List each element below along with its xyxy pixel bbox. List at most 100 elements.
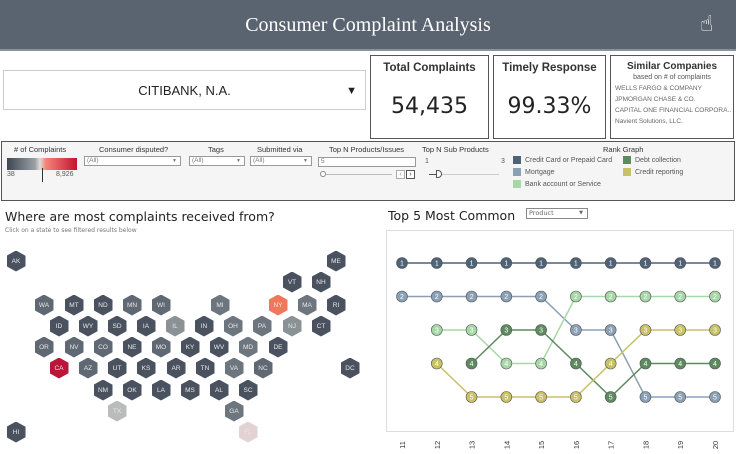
state-wy[interactable]: WY (78, 315, 98, 337)
state-ar[interactable]: AR (166, 357, 186, 379)
rank-point[interactable] (535, 357, 547, 370)
rank-point[interactable] (430, 324, 443, 336)
similar-company[interactable]: CAPITAL ONE FINANCIAL CORPORA.. (615, 107, 732, 114)
topsub-slider-thumb[interactable] (436, 170, 442, 178)
rank-point[interactable] (639, 357, 652, 370)
state-tx[interactable]: TX (107, 400, 127, 422)
rank-point[interactable] (604, 357, 617, 370)
state-ma[interactable]: MA (297, 294, 317, 316)
rank-point[interactable] (674, 290, 687, 303)
rank-point[interactable] (604, 324, 617, 336)
state-ga[interactable]: GA (224, 400, 244, 422)
rank-point[interactable] (709, 257, 721, 269)
state-de[interactable]: DE (268, 336, 288, 358)
state-ks[interactable]: KS (136, 357, 156, 379)
rank-point[interactable] (535, 324, 547, 336)
state-wa[interactable]: WA (34, 294, 54, 316)
state-ri[interactable]: RI (326, 294, 346, 316)
disputed-dropdown[interactable]: (All) ▼ (84, 156, 181, 166)
state-la[interactable]: LA (151, 379, 171, 401)
tags-dropdown[interactable]: (All) ▼ (189, 156, 245, 166)
topn-slider-track[interactable] (322, 174, 392, 175)
state-co[interactable]: CO (93, 336, 113, 358)
state-ut[interactable]: UT (107, 357, 127, 379)
legend-item[interactable]: Credit reporting (623, 168, 683, 176)
state-mi[interactable]: MI (210, 294, 230, 316)
state-sc[interactable]: SC (238, 379, 258, 401)
rank-point[interactable] (535, 257, 547, 269)
company-dropdown[interactable]: CITIBANK, N.A. ▼ (3, 70, 366, 110)
rank-point[interactable] (535, 290, 547, 303)
rank-point[interactable] (709, 357, 721, 370)
rank-point[interactable] (570, 391, 582, 403)
rank-point[interactable] (674, 357, 687, 370)
rank-point[interactable] (570, 290, 582, 303)
topn-input[interactable]: 5 (318, 157, 416, 167)
state-nj[interactable]: NJ (282, 315, 302, 337)
legend-item[interactable]: Debt collection (623, 156, 681, 164)
rank-point[interactable] (430, 257, 443, 269)
hand-pointer-icon[interactable]: ☝ (700, 12, 714, 37)
state-ak[interactable]: AK (6, 250, 26, 272)
state-or[interactable]: OR (34, 336, 54, 358)
rank-point[interactable] (709, 391, 721, 403)
rank-point[interactable] (500, 290, 513, 303)
state-az[interactable]: AZ (78, 357, 98, 379)
rank-point[interactable] (500, 357, 513, 370)
rank-point[interactable] (604, 391, 617, 403)
state-ny[interactable]: NY (268, 294, 288, 316)
rank-point[interactable] (465, 290, 478, 303)
state-id[interactable]: ID (49, 315, 69, 337)
rank-point[interactable] (570, 357, 582, 370)
state-nc[interactable]: NC (253, 357, 273, 379)
rank-point[interactable] (465, 324, 478, 336)
legend-item[interactable]: Credit Card or Prepaid Card (513, 156, 612, 164)
rank-point[interactable] (639, 391, 652, 403)
state-sd[interactable]: SD (107, 315, 127, 337)
state-nh[interactable]: NH (311, 271, 331, 293)
rank-point[interactable] (570, 257, 582, 269)
rank-point[interactable] (500, 391, 513, 403)
rank-point[interactable] (639, 257, 652, 269)
rank-point[interactable] (500, 324, 513, 336)
next-icon[interactable]: › (406, 170, 415, 179)
state-vt[interactable]: VT (282, 271, 302, 293)
state-ct[interactable]: CT (311, 315, 331, 337)
state-tn[interactable]: TN (195, 357, 215, 379)
state-va[interactable]: VA (224, 357, 244, 379)
state-ne[interactable]: NE (122, 336, 142, 358)
rank-point[interactable] (604, 290, 617, 303)
state-oh[interactable]: OH (223, 315, 243, 337)
state-ia[interactable]: IA (136, 315, 156, 337)
rank-point[interactable] (396, 290, 408, 303)
state-wi[interactable]: WI (151, 294, 171, 316)
state-nm[interactable]: NM (93, 379, 113, 401)
rank-point[interactable] (709, 290, 721, 303)
state-al[interactable]: AL (209, 379, 229, 401)
similar-company[interactable]: WELLS FARGO & COMPANY (615, 85, 702, 92)
state-mt[interactable]: MT (64, 294, 84, 316)
topn-slider-thumb[interactable] (320, 171, 326, 177)
state-dc[interactable]: DC (340, 357, 360, 379)
state-hi[interactable]: HI (6, 421, 26, 443)
rank-point[interactable] (465, 357, 478, 370)
prev-icon[interactable]: ‹ (396, 170, 405, 179)
legend-item[interactable]: Mortgage (513, 168, 555, 176)
state-ca[interactable]: CA (49, 357, 69, 379)
state-mn[interactable]: MN (122, 294, 142, 316)
rank-point[interactable] (570, 324, 582, 336)
rank-point[interactable] (430, 290, 443, 303)
state-mo[interactable]: MO (151, 336, 171, 358)
rank-point[interactable] (674, 257, 687, 269)
state-in[interactable]: IN (194, 315, 214, 337)
submitted-dropdown[interactable]: (All) ▼ (250, 156, 312, 166)
rank-point[interactable] (465, 391, 478, 403)
rank-point[interactable] (396, 257, 408, 269)
legend-item[interactable]: Bank account or Service (513, 180, 601, 188)
state-il[interactable]: IL (165, 315, 185, 337)
state-me[interactable]: ME (326, 250, 346, 272)
state-nv[interactable]: NV (64, 336, 84, 358)
state-ok[interactable]: OK (122, 379, 142, 401)
dimension-dropdown[interactable]: Product ▼ (526, 208, 588, 219)
rank-point[interactable] (535, 391, 547, 403)
